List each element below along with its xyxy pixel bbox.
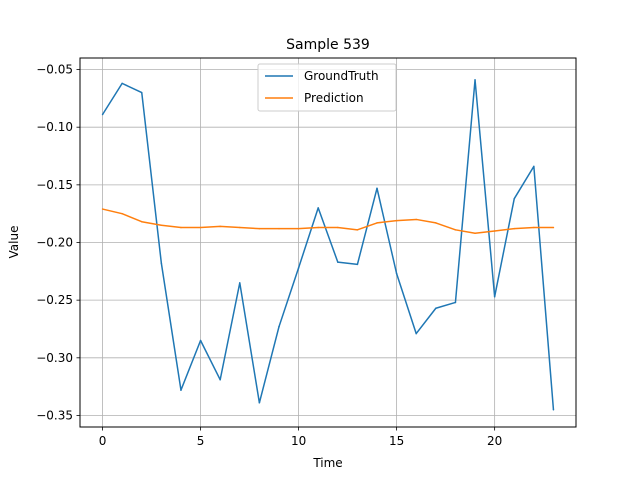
data-point-prediction	[278, 227, 280, 230]
data-point-prediction	[219, 225, 221, 228]
data-point-groundtruth	[101, 113, 104, 116]
data-point-groundtruth	[180, 389, 182, 391]
data-point-prediction	[356, 229, 359, 231]
chart-title: Sample 539	[286, 37, 370, 53]
data-point-groundtruth	[160, 262, 163, 265]
data-point-prediction	[101, 208, 104, 210]
series-line-prediction	[102, 208, 554, 235]
legend: GroundTruth Prediction	[257, 63, 397, 112]
data-point-prediction	[239, 226, 241, 229]
data-point-groundtruth	[356, 263, 359, 266]
x-tick-label: 0	[99, 434, 107, 448]
data-point-prediction	[493, 230, 496, 232]
data-point-prediction	[141, 220, 143, 223]
data-point-groundtruth	[376, 187, 378, 190]
y-tick-label: −0.15	[36, 178, 73, 192]
data-point-prediction	[454, 229, 457, 231]
x-tick-label: 15	[389, 434, 404, 448]
data-point-prediction	[258, 227, 261, 230]
data-point-groundtruth	[552, 408, 555, 411]
data-point-prediction	[533, 226, 535, 229]
data-point-prediction	[552, 226, 555, 229]
data-point-groundtruth	[121, 82, 123, 85]
y-tick-label: −0.25	[36, 293, 73, 307]
data-point-prediction	[376, 222, 378, 224]
x-axis-label: Time	[312, 456, 342, 470]
data-point-groundtruth	[415, 332, 417, 335]
data-point-groundtruth	[454, 301, 457, 304]
y-axis-label: Value	[7, 226, 21, 259]
data-point-prediction	[415, 218, 417, 221]
data-point-prediction	[180, 226, 182, 229]
data-point-prediction	[395, 219, 398, 222]
data-point-groundtruth	[474, 79, 476, 81]
grid	[80, 58, 576, 427]
data-point-groundtruth	[337, 261, 339, 263]
data-point-prediction	[199, 226, 202, 229]
data-point-groundtruth	[258, 402, 261, 404]
data-point-prediction	[337, 226, 339, 229]
data-point-prediction	[474, 232, 476, 235]
data-point-groundtruth	[297, 267, 300, 269]
data-point-prediction	[121, 212, 123, 215]
x-tick-label: 10	[291, 434, 306, 448]
data-point-prediction	[160, 224, 163, 226]
data-point-groundtruth	[141, 91, 143, 94]
data-point-prediction	[435, 222, 437, 224]
y-tick-label: −0.05	[36, 63, 73, 77]
series-line-groundtruth	[101, 79, 555, 410]
data-point-groundtruth	[317, 207, 319, 209]
data-point-prediction	[297, 227, 300, 230]
x-tick-label: 5	[197, 434, 205, 448]
data-point-groundtruth	[219, 378, 221, 381]
data-point-groundtruth	[493, 295, 496, 298]
data-point-groundtruth	[199, 339, 202, 342]
data-point-groundtruth	[278, 325, 280, 328]
data-point-groundtruth	[239, 282, 241, 284]
y-tick-label: −0.30	[36, 351, 73, 365]
data-point-groundtruth	[435, 307, 437, 309]
data-point-prediction	[513, 227, 515, 230]
ticks: 0 5 10 15 20 −0.35 −0.30 −0.25 −0.20 −0.15 −0.10 −0…	[36, 63, 502, 448]
y-tick-label: −0.35	[36, 408, 73, 422]
data-point-groundtruth	[513, 197, 515, 200]
y-tick-label: −0.20	[36, 236, 73, 250]
y-tick-label: −0.10	[36, 120, 73, 134]
series-layer	[101, 79, 555, 411]
legend-label-groundtruth: GroundTruth	[304, 69, 379, 83]
data-point-groundtruth	[395, 272, 398, 275]
legend-label-prediction: Prediction	[304, 91, 364, 105]
data-point-groundtruth	[533, 165, 535, 168]
data-point-prediction	[317, 226, 319, 229]
x-tick-label: 20	[487, 434, 502, 448]
